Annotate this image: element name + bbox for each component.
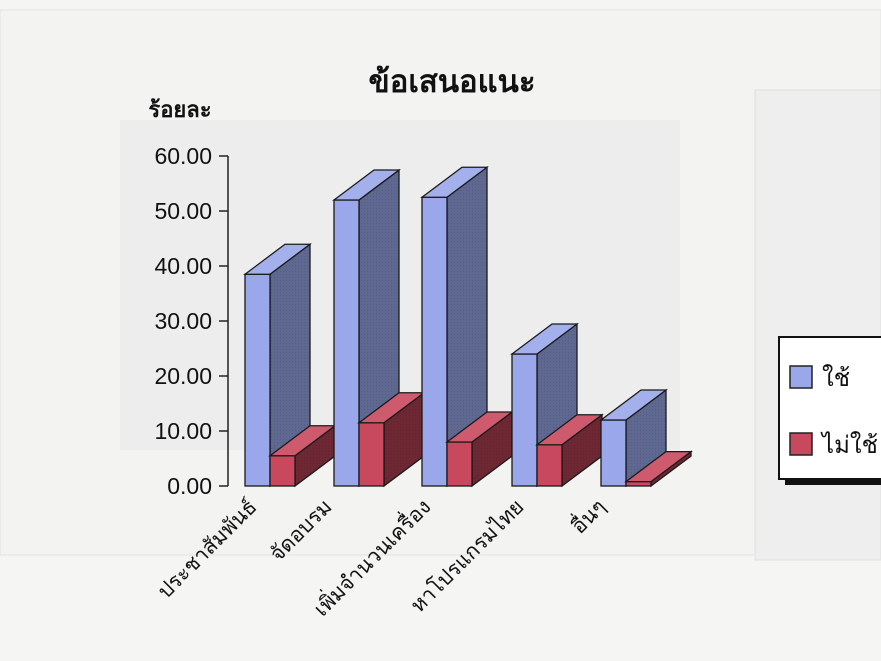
bar-side-texture — [651, 451, 691, 486]
bar-front-face — [333, 199, 360, 487]
bar-top-face — [332, 169, 401, 201]
legend-swatch-series-2 — [789, 432, 813, 456]
bar-series-2 — [624, 450, 693, 488]
bar-series-2 — [535, 413, 604, 488]
bar-top-face — [420, 166, 489, 198]
bar-series-2 — [357, 391, 426, 488]
bar-front-face — [536, 444, 563, 487]
y-tick-label: 50.00 — [154, 198, 212, 224]
bar-top-face — [243, 243, 312, 275]
y-tick-label: 60.00 — [154, 143, 212, 169]
bar-front-face — [244, 273, 271, 487]
y-tick-label: 20.00 — [154, 363, 212, 389]
y-axis-label: ร้อยละ — [148, 97, 211, 122]
bar-side-texture — [562, 414, 602, 486]
bar-front-face — [421, 196, 448, 487]
y-tick-label: 0.00 — [167, 473, 212, 499]
bar-front-face — [625, 480, 652, 487]
legend-swatch-series-1 — [789, 365, 813, 389]
bar-series-2 — [445, 410, 514, 488]
legend-box — [778, 336, 881, 480]
bar-front-face — [511, 353, 538, 487]
bar-side-texture — [472, 412, 512, 486]
bar-top-face — [599, 389, 668, 421]
bar-series-1 — [420, 165, 489, 488]
bar-top-face — [535, 414, 604, 446]
bar-front-face — [600, 419, 627, 487]
bars-group — [243, 165, 693, 488]
bar-side-texture — [447, 167, 487, 486]
bar-side-texture — [270, 244, 310, 486]
y-axis-ticks: 0.00 10.00 20.00 30.00 40.00 50.00 60.00 — [154, 143, 228, 499]
bar-series-2 — [268, 424, 337, 488]
bar-front-face — [358, 422, 385, 487]
legend-label-series-1: ใช้ — [822, 364, 850, 392]
y-tick-label: 30.00 — [154, 308, 212, 334]
y-tick-label: 10.00 — [154, 418, 212, 444]
legend-label-series-2: ไม่ใช้ — [820, 431, 878, 459]
chart-title: ข้อเสนอแนะ — [369, 64, 536, 99]
bar-front-face — [269, 455, 296, 487]
bar-top-face — [624, 450, 693, 483]
legend: ใช้ ไม่ใช้ — [778, 336, 881, 485]
y-tick-label: 40.00 — [154, 253, 212, 279]
bar-side-texture — [295, 425, 335, 486]
bar-top-face — [510, 323, 579, 355]
bar-front-face — [446, 441, 473, 487]
bar-series-1 — [243, 242, 312, 488]
